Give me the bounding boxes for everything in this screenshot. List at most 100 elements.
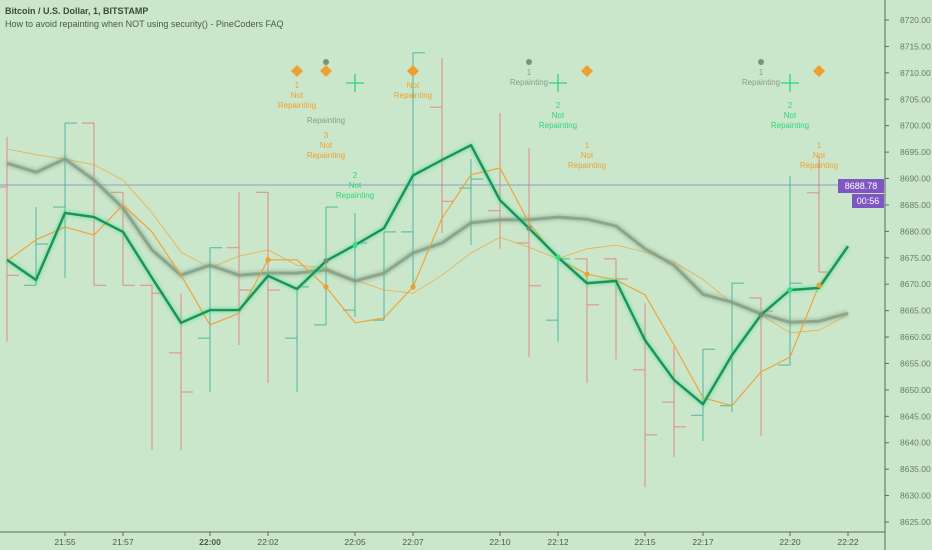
ohlc-bar: [517, 147, 541, 358]
price-axis[interactable]: 8625.00 8630.00 8635.00 8640.00 8645.00 8650.…: [884, 0, 931, 550]
signal-label: Repainting: [742, 78, 780, 87]
orange-line-dot: [323, 284, 329, 290]
signal-label: Repainting: [510, 78, 548, 87]
price-tick-label: 8665.00: [900, 306, 931, 316]
orange-thin-line: [6, 148, 849, 334]
ohlc-bar: [604, 258, 628, 360]
orange-line-dot: [816, 282, 822, 288]
signal-label: 2: [353, 171, 358, 180]
diamond-icon: [581, 65, 593, 77]
signal-label: 2: [788, 101, 793, 110]
dot-icon: [758, 59, 764, 65]
signal-dot: Repainting: [307, 59, 345, 125]
time-tick-label: 22:02: [257, 537, 279, 547]
signal-label: Repainting: [539, 121, 577, 130]
diamond-icon: [407, 65, 419, 77]
price-tick-label: 8695.00: [900, 147, 931, 157]
ohlc-bar: [53, 122, 77, 278]
bar-countdown-tag: 00:56: [852, 194, 884, 208]
ohlc-bar: [459, 158, 483, 246]
signal-label: Not: [349, 181, 362, 190]
last-price-tag: 8688.78: [838, 179, 884, 193]
price-tick-label: 8635.00: [900, 464, 931, 474]
signal-label: 1: [527, 68, 532, 77]
indicator-lines: [0, 141, 885, 409]
cross-icon: [549, 74, 567, 92]
signal-label: Not: [552, 111, 565, 120]
ohlc-bar: [430, 58, 454, 233]
symbol-title[interactable]: Bitcoin / U.S. Dollar, 1, BITSTAMP: [5, 6, 149, 16]
ohlc-bar: [285, 286, 309, 393]
signal-label: 2: [556, 101, 561, 110]
signal-label: Repainting: [336, 191, 374, 200]
time-tick-label: 22:00: [199, 537, 221, 547]
ohlc-bar: [691, 348, 715, 442]
signal-label: Not: [291, 91, 304, 100]
time-tick-label: 22:20: [779, 537, 801, 547]
ohlc-bar: [633, 303, 657, 488]
price-tick-label: 8650.00: [900, 385, 931, 395]
signal-label: Repainting: [771, 121, 809, 130]
orange-line-dot: [410, 284, 416, 290]
ohlc-bar: [343, 212, 367, 317]
chart-legend: Bitcoin / U.S. Dollar, 1, BITSTAMP How t…: [5, 5, 283, 31]
price-tick-label: 8645.00: [900, 411, 931, 421]
signal-label: Repainting: [394, 91, 432, 100]
time-tick-label: 21:57: [112, 537, 134, 547]
price-tick-label: 8700.00: [900, 121, 931, 131]
time-tick-label: 22:22: [837, 537, 859, 547]
signal-label: Not: [581, 151, 594, 160]
gray-line-dot: [526, 225, 532, 231]
signal-label: 1: [585, 141, 590, 150]
signal-label: 1: [817, 141, 822, 150]
ohlc-bar: [546, 258, 570, 342]
time-tick-label: 22:10: [489, 537, 511, 547]
time-tick-label: 22:07: [402, 537, 424, 547]
signal-label: 3: [324, 131, 329, 140]
ohlc-bar: [575, 258, 599, 384]
ohlc-bar: [140, 284, 164, 451]
ma-gray-glow: [6, 155, 849, 326]
signal-label: Repainting: [307, 116, 345, 125]
cross-icon: [346, 74, 364, 92]
signal-label: Not: [320, 141, 333, 150]
ohlc-bar: [662, 347, 686, 458]
price-tick-label: 8675.00: [900, 253, 931, 263]
signal-markers: 1NotRepaintingRepainting3NotRepainting2N…: [278, 59, 838, 200]
ohlc-bar: [314, 206, 338, 326]
dot-icon: [323, 59, 329, 65]
time-tick-label: 21:55: [54, 537, 76, 547]
price-tick-label: 8720.00: [900, 15, 931, 25]
orange-line-dot: [265, 257, 271, 263]
time-tick-label: 22:05: [344, 537, 366, 547]
price-tick-label: 8680.00: [900, 226, 931, 236]
signal-label: 1: [295, 81, 300, 90]
close-line: [6, 143, 849, 406]
ohlc-bar: [256, 191, 280, 384]
time-axis[interactable]: 21:55 21:57 22:00 22:02 22:05 22:07 22:10 22:12…: [0, 531, 885, 547]
signal-label: 1: [759, 68, 764, 77]
diamond-icon: [813, 65, 825, 77]
indicator-title[interactable]: How to avoid repainting when NOT using s…: [5, 19, 284, 29]
ohlc-bar: [0, 136, 19, 342]
price-tick-label: 8705.00: [900, 94, 931, 104]
ohlc-bar: [198, 247, 222, 393]
ohlc-bar: [227, 192, 251, 345]
orange-line-dot: [584, 271, 590, 277]
close-glow: [5, 141, 851, 409]
green-line-dot: [352, 242, 358, 248]
price-tick-label: 8690.00: [900, 174, 931, 184]
signal-label: Repainting: [568, 161, 606, 170]
time-tick-label: 22:15: [634, 537, 656, 547]
price-tick-label: 8625.00: [900, 517, 931, 527]
ohlc-bar: [778, 175, 802, 366]
